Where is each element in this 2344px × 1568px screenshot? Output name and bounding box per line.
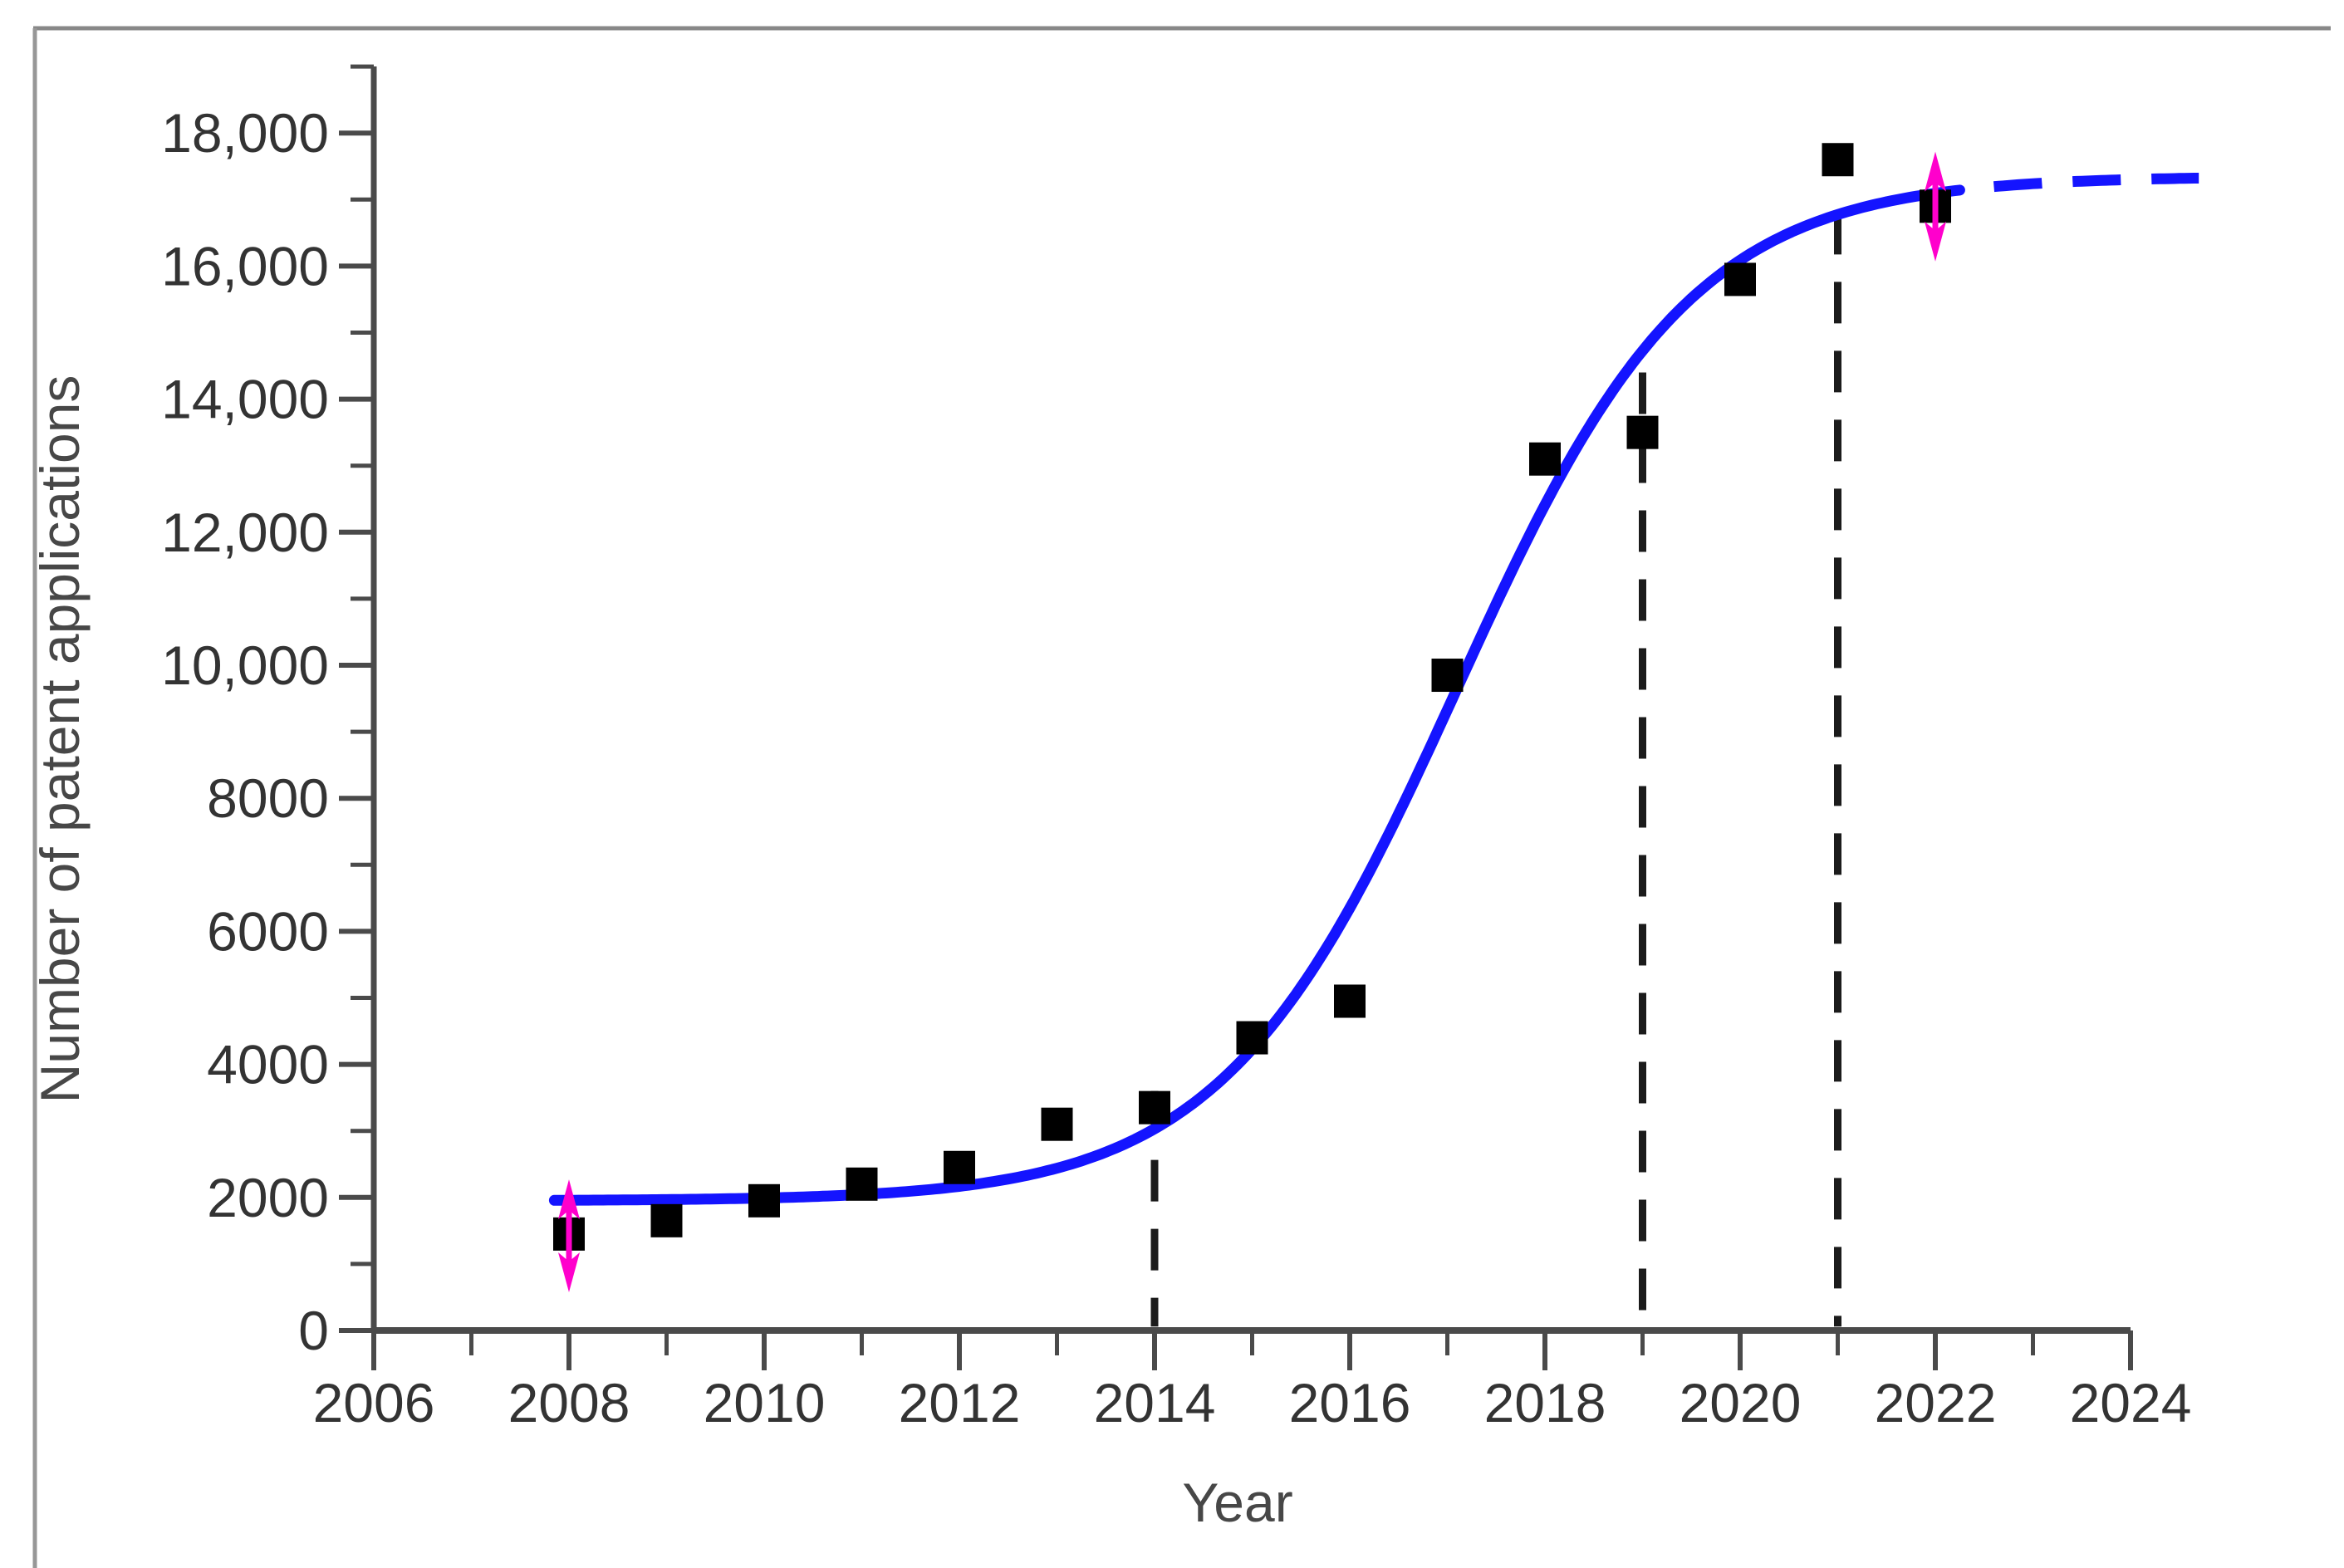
y-tick-label-16000: 16,000 [161,235,329,296]
x-tick-label-2020: 2020 [1680,1372,1802,1433]
x-tick-label-2014: 2014 [1094,1372,1216,1433]
dashed-guide-lines-group [1150,213,1841,1327]
data-point-2017 [1431,659,1464,693]
axes-group: 2006 2008 2010 2012 2014 2016 2018 2020 2022 2024… [161,64,2192,1433]
data-point-2011 [846,1167,878,1201]
y-tick-label-8000: 8000 [207,767,329,829]
page-frame-border [32,26,2331,1568]
data-point-2009 [650,1203,683,1237]
data-point-2018 [1529,442,1561,476]
y-axis-ticks [339,64,374,1333]
data-point-2016 [1334,984,1366,1018]
x-tick-label-2022: 2022 [1875,1372,1997,1433]
y-tick-label-14000: 14,000 [161,369,329,430]
fit-curve-forecast-dashed [1993,173,2199,193]
y-tick-label-18000: 18,000 [161,102,329,164]
arrow-head-down-2008 [558,1252,580,1292]
uncertainty-arrow-2008 [558,1179,580,1292]
data-point-2019 [1626,415,1659,449]
x-axis-tick-labels: 2006 2008 2010 2012 2014 2016 2018 2020 2022 2024 [313,1372,2192,1433]
data-points-group [553,143,1951,1251]
x-tick-label-2018: 2018 [1484,1372,1606,1433]
x-axis-ticks [371,1330,2133,1370]
fit-curve-group [548,173,2199,1206]
data-point-2014 [1139,1090,1170,1125]
data-point-2010 [748,1183,780,1218]
arrow-head-down-2022 [1925,221,1946,262]
y-tick-label-0: 0 [298,1300,329,1361]
data-point-2013 [1041,1107,1073,1141]
y-tick-label-6000: 6000 [207,900,329,962]
arrow-head-up-2008 [558,1179,580,1220]
x-tick-label-2006: 2006 [313,1372,435,1433]
x-tick-label-2010: 2010 [704,1372,826,1433]
x-tick-label-2012: 2012 [899,1372,1021,1433]
data-point-2020 [1724,262,1756,296]
uncertainty-arrow-2022 [1925,151,1946,262]
data-point-2015 [1236,1021,1268,1055]
x-tick-label-2016: 2016 [1289,1372,1411,1433]
y-tick-label-2000: 2000 [207,1167,329,1228]
x-tick-label-2024: 2024 [2070,1372,2192,1433]
arrow-head-up-2022 [1925,151,1946,192]
y-tick-label-4000: 4000 [207,1034,329,1095]
data-point-2012 [944,1150,975,1184]
y-tick-label-12000: 12,000 [161,502,329,563]
data-point-2021 [1822,143,1854,177]
x-axis-title: Year [1182,1472,1292,1533]
y-tick-label-10000: 10,000 [161,635,329,696]
uncertainty-arrows-group [558,151,1946,1292]
y-axis-tick-labels: 0 2000 4000 6000 8000 10,000 12,000 14,000 16,00… [161,102,329,1361]
x-tick-label-2008: 2008 [508,1372,630,1433]
y-axis-title: Number of patent applications [29,375,91,1104]
